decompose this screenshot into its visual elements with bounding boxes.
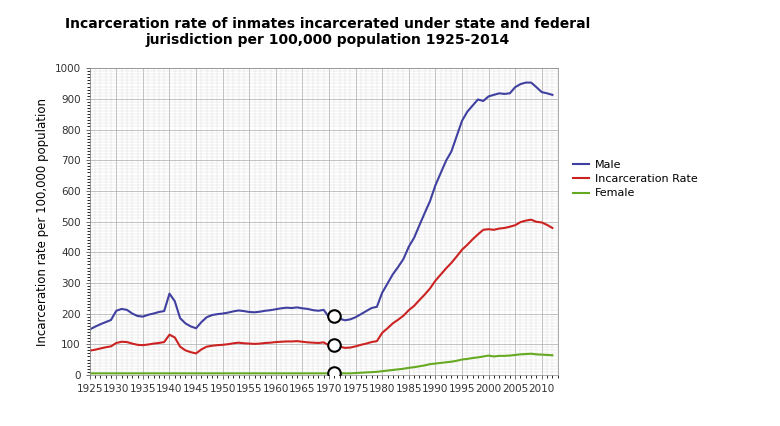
Incarceration Rate [191,351,200,356]
Male [314,308,323,314]
Male [96,322,105,327]
Incarceration Rate [223,342,232,347]
Line: Female: Female [90,354,552,373]
Female [218,371,227,376]
Male [548,92,557,98]
Line: Incarceration Rate: Incarceration Rate [90,220,552,354]
Incarceration Rate [85,348,94,353]
Male [213,311,222,317]
Female [96,371,105,376]
Male [516,81,525,86]
Female [548,353,557,358]
Male [521,80,530,85]
Y-axis label: Incarceration rate per 100,000 population: Incarceration rate per 100,000 populatio… [36,98,49,345]
Incarceration Rate [362,341,371,346]
Text: Incarceration rate of inmates incarcerated under state and federal
jurisdiction : Incarceration rate of inmates incarcerat… [65,17,590,47]
Female [516,352,525,357]
Female [314,371,323,376]
Female [356,370,366,375]
Incarceration Rate [526,217,536,222]
Male [356,311,366,317]
Line: Male: Male [90,83,552,329]
Female [526,351,536,356]
Male [218,311,227,316]
Incarceration Rate [319,340,328,345]
Incarceration Rate [96,346,105,351]
Incarceration Rate [548,225,557,230]
Female [213,371,222,376]
Male [85,327,94,332]
Incarceration Rate [452,254,461,259]
Legend: Male, Incarceration Rate, Female: Male, Incarceration Rate, Female [573,160,697,199]
Incarceration Rate [218,342,227,347]
Female [85,371,94,376]
